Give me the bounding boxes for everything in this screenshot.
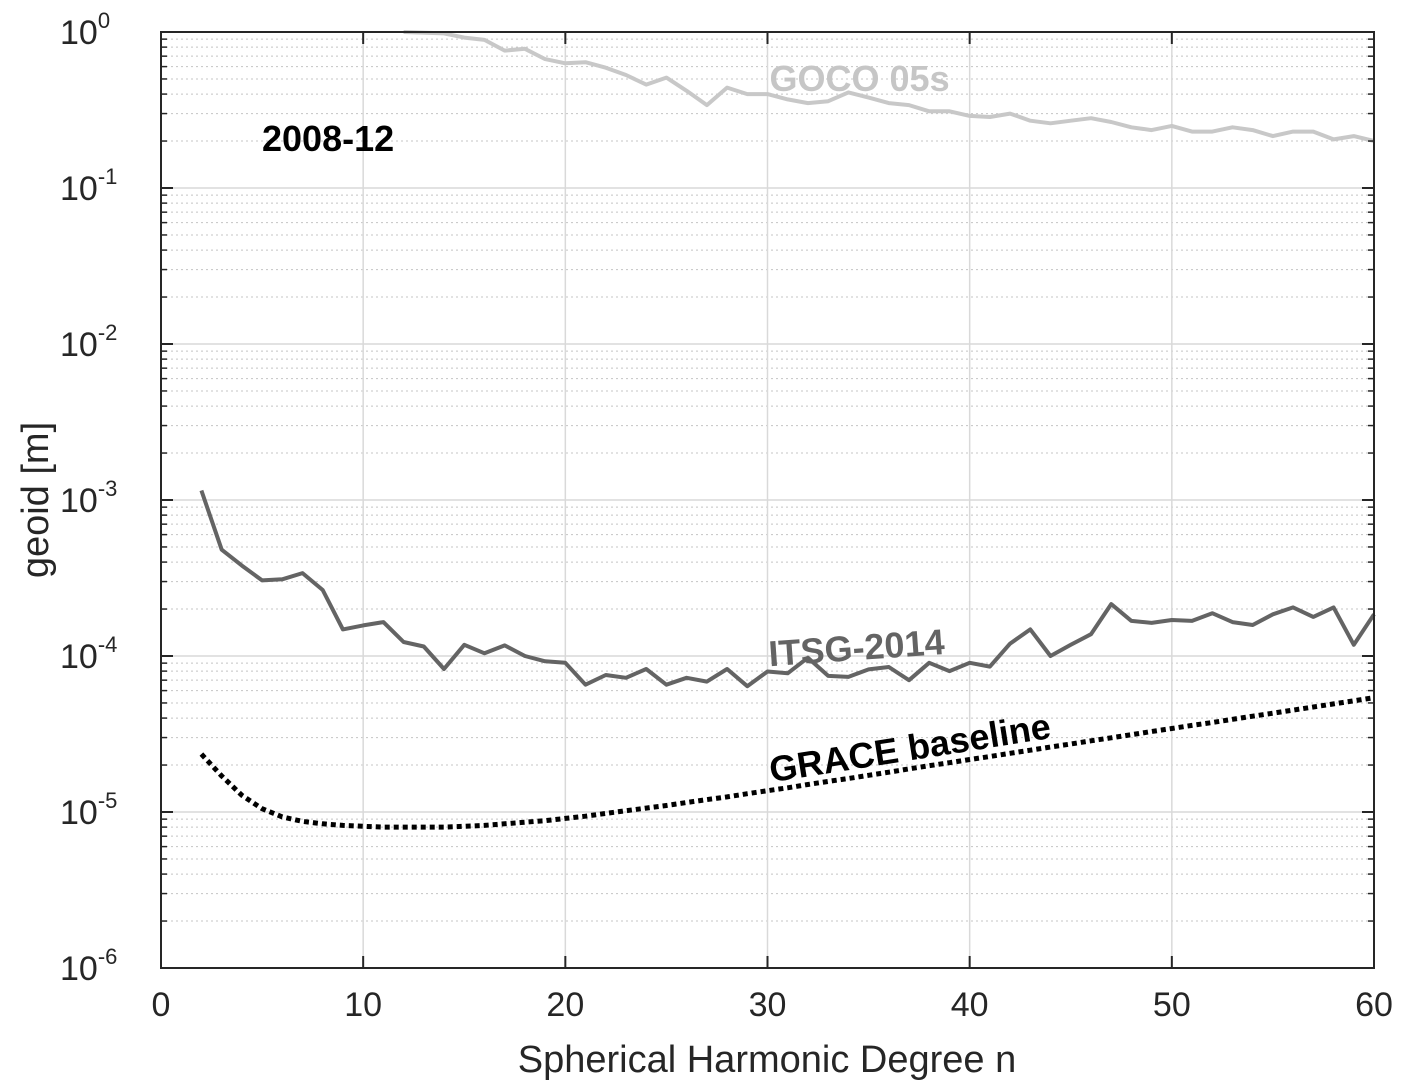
y-tick-label: 10-4 <box>60 632 117 676</box>
y-tick-label: 10-1 <box>60 164 117 208</box>
axis-ticks <box>160 31 1375 969</box>
x-tick-label: 50 <box>1153 986 1191 1024</box>
y-tick-label: 10-6 <box>60 944 117 988</box>
x-tick-label: 60 <box>1355 986 1393 1024</box>
series-layer <box>199 30 1376 830</box>
y-tick-label: 10-2 <box>60 320 117 364</box>
x-tick-label: 40 <box>951 986 989 1024</box>
y-tick-label: 10-5 <box>60 788 117 832</box>
x-tick-label: 20 <box>546 986 584 1024</box>
x-tick-label: 0 <box>152 986 171 1024</box>
y-axis-title: geoid [m] <box>15 422 57 578</box>
y-tick-label: 10-3 <box>60 476 117 520</box>
y-tick-label: 100 <box>60 8 110 52</box>
y-tick-labels: 10-6 10-5 10-4 10-3 10-2 10-1 100 <box>60 8 117 988</box>
series-label-0: GOCO 05s <box>770 58 950 99</box>
x-axis-title: Spherical Harmonic Degree n <box>518 1039 1016 1081</box>
x-tick-labels: 0 10 20 30 40 50 60 <box>152 986 1393 1024</box>
series-line-0 <box>403 30 1375 143</box>
date-annotation: 2008-12 <box>262 118 394 159</box>
series-line-1 <box>199 489 1376 689</box>
x-tick-label: 10 <box>344 986 382 1024</box>
series-line-2 <box>199 695 1375 830</box>
x-tick-label: 30 <box>749 986 787 1024</box>
